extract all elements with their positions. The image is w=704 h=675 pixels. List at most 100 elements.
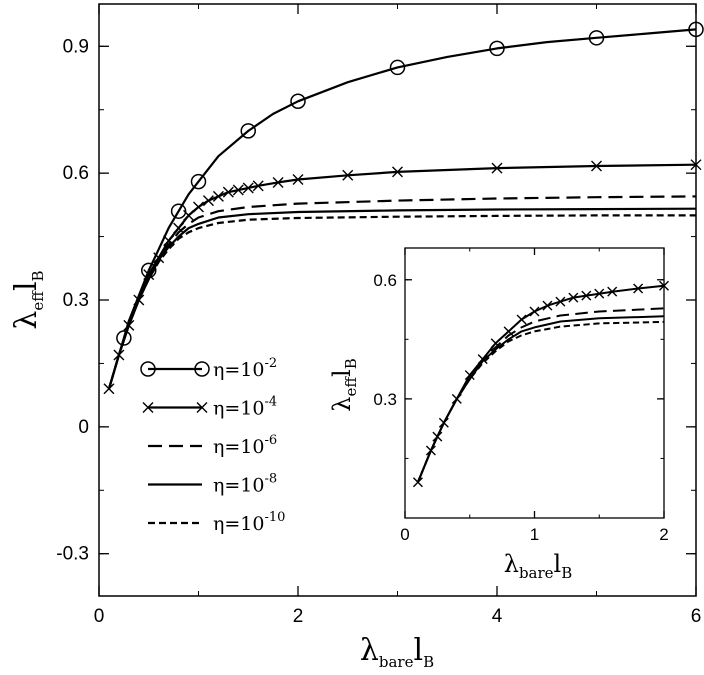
- main-series-point--2: [290, 93, 306, 110]
- main-x-axis-title-symbol: λ: [360, 633, 379, 668]
- main-series-point--2: [190, 173, 207, 190]
- main-series-point--4: [491, 162, 503, 174]
- legend-label-base: η=10: [213, 475, 264, 497]
- main-chart: 0 2 4 6-0.300.30.60.9 η=10-2η=10-4η=10-6η=1…: [9, 3, 704, 671]
- main-series-point--2: [588, 30, 605, 46]
- inset-series-line--10: [416, 320, 665, 483]
- main-series-point--4: [392, 166, 403, 178]
- inset-x-tick-label: 1: [530, 525, 539, 544]
- main-x-tick-label: 4: [492, 606, 503, 627]
- main-series-point--4: [591, 160, 602, 172]
- main-x-axis-title-sub: bare: [379, 653, 414, 671]
- main-series-point--4: [292, 173, 304, 185]
- inset-x-tick-label: 2: [659, 525, 668, 544]
- main-series-point--4: [232, 184, 244, 196]
- inset-x-axis-title-tail-sub: B: [561, 564, 572, 582]
- legend-label-exponent: -10: [264, 510, 285, 525]
- inset-series-point--4: [516, 314, 527, 325]
- main-series-point--4: [212, 190, 224, 202]
- legend-label-base: η=10: [213, 436, 264, 458]
- main-y-tick-label: 0.6: [63, 163, 89, 184]
- main-y-axis-title-sub: eff: [29, 290, 47, 311]
- legend-item: η=10-6: [148, 433, 277, 458]
- legend-label-base: η=10: [213, 359, 264, 381]
- main-series-point--4: [690, 159, 702, 171]
- main-x-axis-title-tail-sub: B: [423, 653, 434, 671]
- main-series-point--2: [489, 40, 505, 57]
- main-series-line--10: [107, 214, 696, 390]
- inset-series-point--4: [594, 288, 605, 299]
- legend-label-exponent: -2: [264, 356, 277, 371]
- main-x-axis-title: λbarelB: [360, 633, 434, 671]
- inset-plot-frame: [404, 247, 665, 519]
- main-ticks: 0 2 4 6 -0.3 0 0.3 0.6 0.9: [56, 4, 701, 627]
- legend-label: η=10-10: [213, 510, 285, 535]
- main-x-tick-label: 2: [293, 606, 304, 627]
- main-x-tick-label: 0: [94, 606, 105, 627]
- legend-label: η=10-4: [213, 395, 277, 420]
- inset-series-point--4: [464, 370, 475, 381]
- main-series-point--4: [183, 209, 195, 221]
- main-series-point--2: [688, 21, 704, 38]
- main-series: [103, 21, 704, 395]
- main-series-point--4: [222, 186, 234, 198]
- main-x-tick-label: 6: [691, 606, 702, 627]
- inset-x-axis-title-symbol: λ: [504, 550, 519, 578]
- main-x-axis-title-tail: l: [413, 633, 423, 668]
- legend-label-exponent: -8: [264, 472, 277, 487]
- inset-y-tick-label: 0.6: [373, 271, 397, 290]
- legend-label: η=10-8: [213, 472, 277, 497]
- main-series-point--4: [202, 195, 214, 207]
- legend-label-exponent: -6: [264, 433, 277, 448]
- inset-x-axis-title: λbarelB: [504, 550, 573, 582]
- inset-y-axis-title-tail: l: [328, 369, 356, 377]
- main-y-axis-title-tail: l: [9, 281, 44, 291]
- main-y-tick-label: 0.9: [63, 36, 89, 57]
- main-series-point--2: [170, 203, 187, 219]
- main-y-axis-title: λefflB: [9, 270, 47, 329]
- legend-item: η=10-4: [142, 395, 277, 420]
- legend-item: η=10-2: [140, 356, 277, 381]
- inset-x-axis-title-sub: bare: [519, 564, 554, 582]
- legend-item: η=10-10: [148, 510, 285, 535]
- main-series-point--4: [193, 201, 204, 213]
- inset-ticks: 0 1 2 0.3 0.6: [373, 248, 669, 544]
- legend: η=10-2η=10-4η=10-6η=10-8η=10-10: [140, 356, 285, 535]
- inset-series-point--4: [607, 286, 618, 297]
- legend-item: η=10-8: [148, 472, 277, 497]
- main-y-axis-title-tail-sub: B: [29, 270, 47, 281]
- legend-label-base: η=10: [213, 513, 264, 535]
- main-series-point--4: [272, 176, 284, 188]
- inset-series-point--4: [542, 300, 553, 311]
- inset-series-point--4: [555, 296, 566, 307]
- main-series-point--4: [252, 180, 264, 192]
- main-series-point--2: [389, 59, 406, 76]
- inset-x-axis-title-tail: l: [554, 550, 562, 578]
- inset-series-point--4: [568, 292, 579, 303]
- inset-chart: 0 1 20.30.6 λbarelB λefflB: [328, 247, 669, 582]
- legend-label: η=10-6: [213, 433, 277, 458]
- legend-label-base: η=10: [213, 398, 264, 420]
- legend-marker-x: [196, 402, 208, 413]
- main-series-point--4: [242, 182, 254, 194]
- main-series-point--2: [116, 330, 132, 346]
- main-series-line--8: [107, 207, 697, 390]
- inset-series-point--4: [581, 290, 592, 301]
- inset-y-axis-title-tail-sub: B: [342, 358, 360, 369]
- main-series-point--4: [342, 169, 354, 181]
- legend-marker-x: [142, 402, 154, 413]
- inset-y-axis-title-sub: eff: [342, 376, 360, 397]
- main-y-axis-title-symbol: λ: [9, 311, 44, 330]
- inset-y-axis-title: λefflB: [328, 358, 360, 411]
- legend-marker-circle: [140, 361, 156, 377]
- inset-series-point--4: [529, 306, 540, 317]
- main-y-tick-label: 0: [78, 417, 89, 438]
- inset-y-tick-label: 0.3: [373, 390, 397, 409]
- main-y-tick-label: 0.3: [63, 290, 89, 311]
- legend-label-exponent: -4: [264, 395, 277, 410]
- main-series-point--4: [173, 222, 185, 234]
- inset-series: [412, 280, 669, 488]
- main-y-tick-label: -0.3: [56, 544, 89, 565]
- legend-marker-circle: [194, 361, 210, 377]
